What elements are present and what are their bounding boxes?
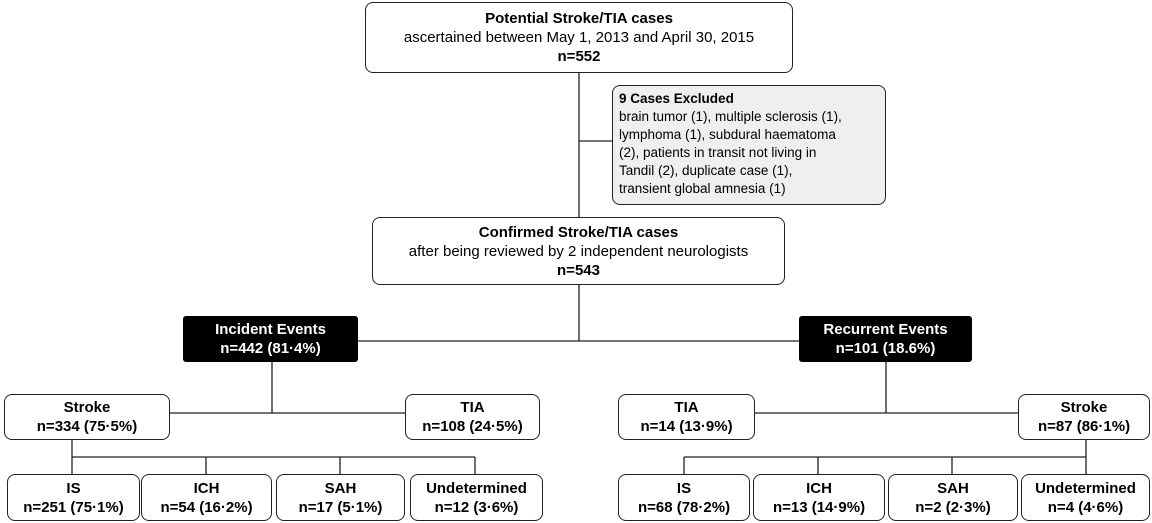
category-box: TIA n=108 (24·5%) (405, 394, 540, 440)
box-title: Potential Stroke/TIA cases (485, 10, 673, 27)
box-title: Recurrent Events (823, 321, 948, 338)
box-count: n=13 (14·9%) (772, 498, 866, 516)
category-box: ICH n=54 (16·2%) (141, 474, 272, 521)
potential-box: Potential Stroke/TIA cases ascertained b… (365, 2, 793, 73)
category-box: ICH n=13 (14·9%) (753, 474, 885, 521)
category-box: Stroke n=334 (75·5%) (4, 394, 170, 440)
excluded-box: 9 Cases Excluded brain tumor (1), multip… (612, 85, 886, 205)
box-title: TIA (460, 399, 485, 416)
box-line: transient global amnesia (1) (619, 181, 786, 196)
box-title: ICH (193, 479, 220, 497)
box-count: n=12 (3·6%) (434, 498, 519, 516)
box-title: SAH (937, 479, 969, 497)
category-box: SAH n=17 (5·1%) (276, 474, 405, 521)
box-line: (2), patients in transit not living in (619, 145, 817, 160)
box-line: brain tumor (1), multiple sclerosis (1), (619, 109, 842, 124)
box-count: n=251 (75·1%) (23, 498, 124, 516)
box-title: SAH (324, 479, 357, 497)
box-count: n=68 (78·2%) (637, 498, 731, 516)
box-count: n=2 (2·3%) (915, 498, 991, 516)
box-title: IS (676, 479, 692, 497)
category-box: TIA n=14 (13·9%) (618, 394, 755, 440)
box-title: ICH (806, 479, 832, 497)
box-title: Undetermined (1035, 479, 1136, 497)
connector (358, 285, 799, 342)
box-count: n=543 (557, 261, 600, 279)
box-count: n=87 (86·1%) (1037, 418, 1131, 435)
category-box: Undetermined n=12 (3·6%) (410, 474, 543, 521)
box-count: n=4 (4·6%) (1047, 498, 1124, 516)
box-title: Confirmed Stroke/TIA cases (478, 223, 679, 241)
confirmed-box: Confirmed Stroke/TIA cases after being r… (372, 217, 785, 285)
category-box: SAH n=2 (2·3%) (888, 474, 1018, 521)
box-count: n=334 (75·5%) (36, 418, 138, 435)
category-box: IS n=251 (75·1%) (7, 474, 140, 521)
recurrent-box: Recurrent Events n=101 (18.6%) (799, 316, 972, 362)
category-box: Stroke n=87 (86·1%) (1018, 394, 1150, 440)
connector (755, 362, 1018, 414)
connector (578, 73, 612, 217)
connector (71, 440, 476, 474)
box-title: IS (66, 479, 81, 497)
box-title: TIA (674, 399, 699, 416)
box-line: lymphoma (1), subdural haematoma (619, 127, 836, 142)
box-count: n=17 (5·1%) (298, 498, 383, 516)
box-title: Stroke (63, 399, 111, 416)
box-title: Undetermined (426, 479, 527, 497)
box-subtitle: after being reviewed by 2 independent ne… (408, 242, 749, 260)
connector (170, 362, 405, 414)
box-count: n=101 (18.6%) (835, 340, 936, 357)
box-title: Incident Events (215, 321, 326, 338)
box-count: n=442 (81·4%) (220, 340, 321, 357)
box-subtitle: ascertained between May 1, 2013 and Apri… (403, 29, 755, 46)
incident-box: Incident Events n=442 (81·4%) (183, 316, 358, 362)
box-title: 9 Cases Excluded (619, 91, 734, 106)
connector (683, 440, 1087, 474)
box-count: n=108 (24·5%) (422, 418, 523, 435)
box-count: n=552 (557, 48, 601, 65)
box-count: n=14 (13·9%) (640, 418, 733, 435)
box-title: Stroke (1060, 399, 1108, 416)
box-line: Tandil (2), duplicate case (1), (619, 163, 793, 178)
category-box: Undetermined n=4 (4·6%) (1021, 474, 1150, 521)
box-count: n=54 (16·2%) (160, 498, 253, 516)
category-box: IS n=68 (78·2%) (618, 474, 750, 521)
